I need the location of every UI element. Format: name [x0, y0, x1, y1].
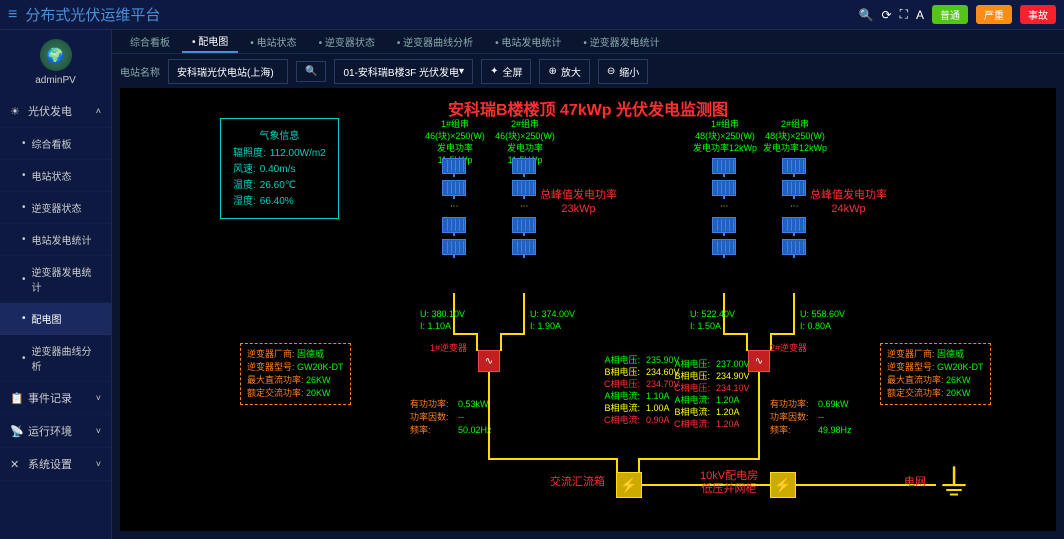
panel-column-4: ⋮ [782, 158, 806, 255]
inverter-icon-1: ∿ [478, 350, 500, 372]
ui-2: U: 374.00VI: 1.90A [530, 308, 575, 332]
fullscreen-button[interactable]: ✦ 全屏 [481, 59, 531, 84]
menu-dashboard[interactable]: • 综合看板 [0, 128, 111, 160]
combiner-label: 交流汇流箱 [550, 476, 605, 489]
cabinet-icon: ⚡ [770, 472, 796, 498]
phase-table-2: A相电压:237.00VB相电压:234.90VC相电压:234.10VA相电流… [670, 358, 750, 430]
panel-column-3: ⋮ [712, 158, 736, 255]
username: adminPV [35, 75, 76, 86]
station-search-button[interactable]: 🔍 [296, 61, 326, 82]
inverter-spec-2: 逆变器厂商: 固德威 逆变器型号: GW20K-DT 最大直流功率: 26KW … [880, 343, 991, 405]
fullscreen-icon[interactable]: ⛶ [900, 7, 908, 22]
menu-station-status[interactable]: • 电站状态 [0, 160, 111, 192]
menu-env[interactable]: 📡运行环境˅ [0, 415, 111, 448]
menu-curve[interactable]: • 逆变器曲线分析 [0, 335, 111, 382]
phase-table-1: A相电压:235.90VB相电压:234.60VC相电压:234.70VA相电流… [600, 354, 680, 426]
toolbar: 电站名称 安科瑞光伏电站(上海) 🔍 01-安科瑞B楼3F 光伏发电 ▾ ✦ 全… [112, 54, 1064, 88]
zoom-in-button[interactable]: ⊕ 放大 [539, 59, 589, 84]
lang-icon[interactable]: A [916, 8, 924, 22]
alert-accident-button[interactable]: 事故 [1020, 5, 1056, 24]
hamburger-icon[interactable]: ≡ [8, 6, 17, 24]
tab-inverter-status[interactable]: • 逆变器状态 [309, 31, 385, 52]
sidebar-menu: ☀光伏发电˄ • 综合看板 • 电站状态 • 逆变器状态 • 电站发电统计 • … [0, 95, 111, 481]
menu-inverter-stats[interactable]: • 逆变器发电统计 [0, 256, 111, 303]
power-table-2: 有功功率:0.69kW 功率因数:-- 频率:49.98Hz [770, 398, 852, 437]
menu-wiring[interactable]: • 配电图 [0, 303, 111, 335]
sun-icon: ☀ [10, 105, 22, 118]
weather-title: 气象信息 [233, 127, 326, 142]
menu-inverter-status[interactable]: • 逆变器状态 [0, 192, 111, 224]
tab-inverter-stats[interactable]: • 逆变器发电统计 [573, 31, 669, 52]
search-icon[interactable]: 🔍 [859, 8, 874, 22]
tabs: 综合看板 • 配电图 • 电站状态 • 逆变器状态 • 逆变器曲线分析 • 电站… [112, 30, 1064, 54]
inverter-icon-2: ∿ [748, 350, 770, 372]
alert-normal-button[interactable]: 普通 [932, 5, 968, 24]
events-icon: 📋 [10, 392, 22, 405]
group-4-info: 2#组串48(块)×250(W)发电功率12kWp [760, 118, 830, 154]
panel-column-2: ⋮ [512, 158, 536, 255]
inverter-tag-2: 2#逆变器 [770, 341, 807, 354]
ui-1: U: 380.10VI: 1.10A [420, 308, 465, 332]
station-label: 电站名称 [120, 64, 160, 79]
inverter-tag-1: 1#逆变器 [430, 341, 467, 354]
refresh-icon[interactable]: ⟳ [882, 8, 892, 22]
logo-area: 🌍 adminPV [0, 30, 111, 95]
menu-events[interactable]: 📋事件记录˅ [0, 382, 111, 415]
zoom-out-button[interactable]: ⊖ 缩小 [598, 59, 648, 84]
env-icon: 📡 [10, 425, 22, 438]
station-dropdown[interactable]: 安科瑞光伏电站(上海) [168, 59, 288, 84]
inverter-spec-1: 逆变器厂商: 固德威 逆变器型号: GW20K-DT 最大直流功率: 26KW … [240, 343, 351, 405]
settings-icon: ✕ [10, 458, 22, 471]
diagram-canvas: 安科瑞B楼楼顶 47kWp 光伏发电监测图 气象信息 辐照度:112.00W/m… [120, 88, 1056, 531]
ui-3: U: 522.40VI: 1.50A [690, 308, 735, 332]
alert-severe-button[interactable]: 严重 [976, 5, 1012, 24]
peak-2: 总峰值发电功率24kWp [810, 188, 887, 216]
tab-station-status[interactable]: • 电站状态 [240, 31, 306, 52]
group-3-info: 1#组串48(块)×250(W)发电功率12kWp [690, 118, 760, 154]
tree-dropdown[interactable]: 01-安科瑞B楼3F 光伏发电 ▾ [334, 59, 473, 84]
power-table-1: 有功功率:0.53kW 功率因数:-- 频率:50.02Hz [410, 398, 492, 437]
cabinet-label: 10kV配电房低压并网柜 [700, 470, 758, 496]
menu-solar[interactable]: ☀光伏发电˄ [0, 95, 111, 128]
diagram-title: 安科瑞B楼楼顶 47kWp 光伏发电监测图 [120, 96, 1056, 120]
tab-dashboard[interactable]: 综合看板 [120, 31, 180, 52]
menu-settings[interactable]: ✕系统设置˅ [0, 448, 111, 481]
tab-station-stats[interactable]: • 电站发电统计 [485, 31, 571, 52]
combiner-icon: ⚡ [616, 472, 642, 498]
peak-1: 总峰值发电功率23kWp [540, 188, 617, 216]
tab-wiring[interactable]: • 配电图 [182, 30, 238, 53]
logo-icon: 🌍 [40, 39, 72, 71]
ui-4: U: 558.60VI: 0.80A [800, 308, 845, 332]
menu-station-stats[interactable]: • 电站发电统计 [0, 224, 111, 256]
weather-box: 气象信息 辐照度:112.00W/m2 风速:0.40m/s 温度:26.60℃… [220, 118, 339, 219]
panel-column-1: ⋮ [442, 158, 466, 255]
tab-curve[interactable]: • 逆变器曲线分析 [387, 31, 483, 52]
app-title: 分布式光伏运维平台 [25, 4, 858, 25]
grid-label: 电网 [904, 476, 926, 489]
grid-tower-icon: ⏚ [936, 454, 972, 506]
